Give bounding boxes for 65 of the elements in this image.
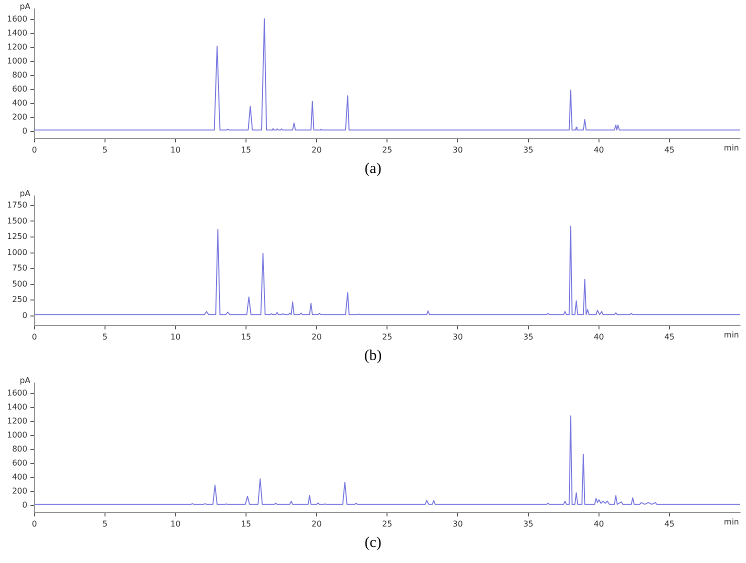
y-tick-label: 800 — [12, 70, 28, 80]
x-tick-label: 5 — [102, 332, 108, 342]
x-tick-label: 30 — [452, 519, 463, 528]
x-tick-label: 30 — [452, 145, 463, 154]
x-tick-label: 45 — [664, 519, 675, 528]
y-tick-label: 600 — [12, 84, 28, 94]
y-tick-label: 1500 — [7, 216, 28, 226]
x-tick-label: 0 — [32, 145, 37, 154]
y-tick-label: 800 — [12, 444, 28, 454]
x-tick-label: 20 — [312, 332, 322, 342]
y-tick-label: 1000 — [7, 56, 28, 66]
text: (c) — [364, 535, 382, 552]
y-tick-label: 1600 — [7, 388, 28, 398]
text: (a) — [364, 161, 382, 178]
x-tick-label: 0 — [32, 519, 37, 528]
x-tick-label: 25 — [382, 145, 392, 154]
x-tick-label: 5 — [102, 519, 108, 528]
y-tick-label: 400 — [12, 98, 28, 108]
y-tick-label: 1400 — [7, 28, 28, 38]
x-tick-label: 15 — [240, 145, 252, 154]
y-tick-label: 0 — [22, 500, 28, 510]
y-tick-label: 1000 — [7, 248, 28, 257]
x-axis-title: min — [724, 330, 739, 340]
x-tick-label: 45 — [664, 145, 675, 154]
x-tick-label: 15 — [240, 519, 252, 528]
x-tick-label: 20 — [312, 145, 322, 154]
y-tick-label: 0 — [22, 311, 28, 320]
x-tick-label: 40 — [594, 145, 604, 154]
x-tick-label: 45 — [664, 332, 675, 342]
text: (b) — [363, 348, 383, 365]
y-axis-title: pA — [20, 189, 31, 198]
y-tick-label: 1400 — [7, 402, 28, 412]
x-tick-label: 40 — [594, 332, 604, 342]
x-axis-title: min — [724, 517, 739, 526]
x-tick-label: 30 — [452, 332, 463, 342]
y-tick-label: 200 — [12, 486, 28, 496]
y-axis-title: pA — [20, 376, 31, 386]
y-axis-title: pA — [20, 2, 31, 12]
x-tick-label: 15 — [240, 332, 252, 342]
x-tick-label: 35 — [523, 332, 534, 342]
x-tick-label: 10 — [170, 519, 181, 528]
x-tick-label: 25 — [382, 332, 392, 342]
y-tick-label: 1750 — [7, 200, 28, 210]
y-tick-label: 400 — [12, 472, 28, 482]
x-tick-label: 35 — [523, 519, 534, 528]
x-tick-label: 25 — [382, 519, 392, 528]
y-tick-label: 1200 — [7, 416, 28, 426]
x-tick-label: 5 — [102, 145, 108, 154]
y-tick-label: 1250 — [7, 232, 28, 242]
x-tick-label: 35 — [523, 145, 534, 154]
y-tick-label: 1000 — [7, 430, 28, 440]
x-tick-label: 0 — [32, 332, 37, 342]
y-tick-label: 0 — [22, 126, 28, 136]
y-tick-label: 600 — [12, 458, 28, 468]
x-tick-label: 40 — [594, 519, 604, 528]
y-tick-label: 500 — [12, 279, 28, 288]
y-tick-label: 1200 — [7, 42, 28, 52]
y-tick-label: 1600 — [7, 14, 28, 24]
x-tick-label: 10 — [170, 145, 181, 154]
x-tick-label: 20 — [312, 519, 322, 528]
y-tick-label: 250 — [12, 295, 28, 304]
x-axis-title: min — [724, 143, 739, 152]
x-tick-label: 10 — [170, 332, 181, 342]
y-tick-label: 750 — [12, 264, 28, 273]
y-tick-label: 200 — [12, 112, 28, 122]
